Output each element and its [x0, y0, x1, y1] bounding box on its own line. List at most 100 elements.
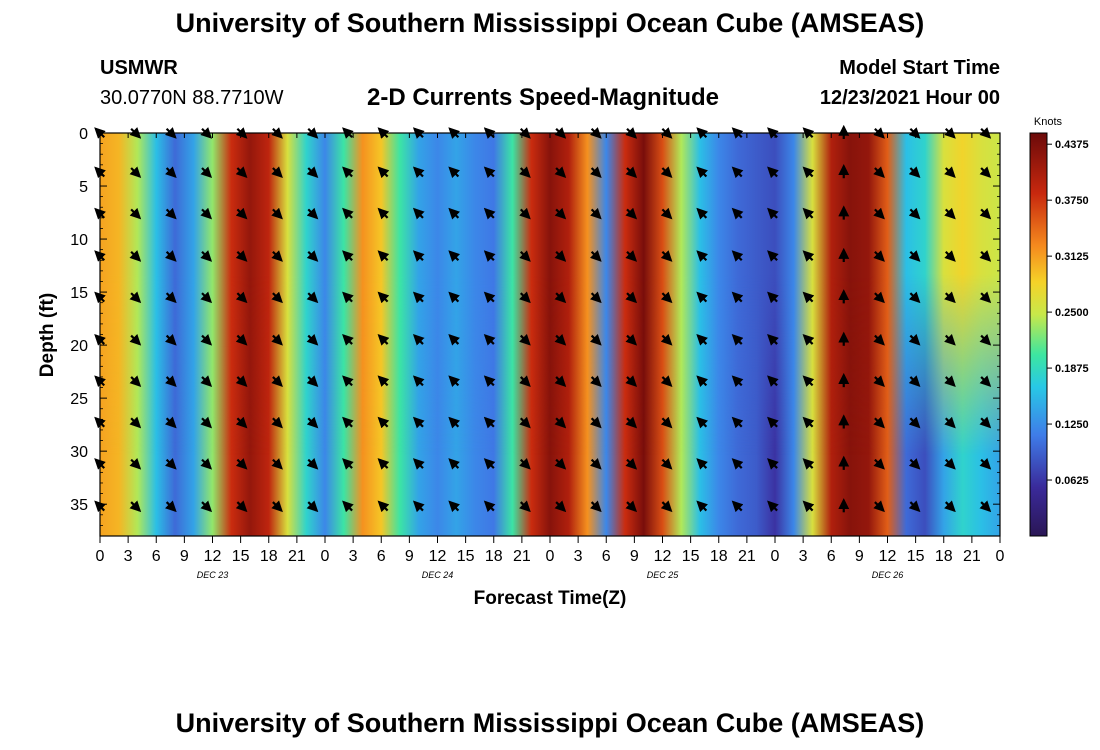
current-arrow: [625, 375, 638, 387]
chart-title: University of Southern Mississippi Ocean…: [175, 8, 925, 38]
current-arrow: [483, 334, 496, 346]
current-arrow: [873, 291, 885, 304]
current-arrow: [873, 416, 885, 429]
current-arrow: [448, 250, 460, 262]
current-arrow: [200, 291, 213, 304]
current-arrow: [519, 250, 531, 262]
current-arrow: [342, 458, 354, 470]
day-label: DEC 26: [872, 570, 904, 580]
x-tick-label: 15: [232, 548, 250, 565]
current-arrow: [944, 166, 956, 179]
current-arrow: [377, 250, 390, 262]
current-arrow: [944, 333, 956, 346]
x-tick-label: 18: [485, 548, 503, 565]
current-arrow: [519, 207, 531, 220]
x-tick-label: 12: [204, 548, 222, 565]
current-arrow: [731, 291, 744, 304]
current-arrow: [448, 500, 460, 513]
current-arrow: [802, 416, 815, 429]
current-arrow: [200, 375, 213, 387]
current-arrow: [271, 250, 283, 262]
current-arrow: [944, 458, 956, 470]
current-arrow: [129, 166, 142, 179]
y-tick-label: 35: [70, 497, 88, 514]
current-arrow: [873, 458, 885, 470]
current-arrow: [767, 416, 779, 429]
current-arrow: [625, 416, 638, 429]
current-arrow: [908, 250, 921, 262]
current-arrow: [483, 291, 496, 304]
current-arrow: [377, 334, 390, 346]
current-arrow: [519, 500, 531, 513]
current-arrow: [200, 207, 213, 220]
current-arrow: [625, 458, 638, 470]
current-arrow: [483, 375, 496, 388]
current-arrow: [802, 166, 815, 179]
current-arrow: [200, 250, 213, 262]
current-arrow: [483, 166, 496, 179]
current-arrow: [448, 416, 460, 429]
current-arrow: [731, 375, 744, 388]
current-arrow: [731, 334, 744, 346]
current-arrow: [519, 291, 531, 304]
current-arrow: [908, 458, 921, 470]
current-arrow: [979, 291, 992, 304]
current-arrow: [377, 207, 390, 220]
x-tick-label: 12: [654, 548, 672, 565]
colorbar-tick-label: 0.1875: [1055, 363, 1089, 375]
current-arrow: [554, 458, 567, 470]
current-arrow: [235, 291, 248, 304]
x-tick-label: 21: [288, 548, 306, 565]
current-arrow: [802, 291, 815, 304]
current-arrow: [802, 500, 815, 513]
x-tick-label: 6: [152, 548, 161, 565]
current-arrow: [660, 500, 673, 513]
x-tick-label: 21: [738, 548, 756, 565]
current-arrow: [696, 458, 708, 470]
current-arrow: [412, 291, 425, 304]
current-arrow: [412, 166, 425, 179]
current-arrow: [271, 375, 283, 387]
current-arrow: [908, 207, 921, 220]
current-arrow: [519, 458, 531, 470]
current-arrow: [342, 250, 354, 262]
current-arrow: [767, 207, 779, 220]
current-arrow: [696, 207, 708, 220]
current-arrow: [767, 458, 779, 470]
station-name: USMWR: [100, 57, 178, 79]
current-arrow: [448, 334, 460, 346]
current-arrow: [129, 416, 142, 429]
current-arrow: [554, 166, 567, 179]
current-arrow: [165, 458, 177, 470]
y-axis-label: Depth (ft): [37, 293, 58, 377]
current-arrow: [731, 166, 744, 179]
current-arrow: [519, 416, 531, 429]
current-arrow: [271, 207, 283, 220]
current-arrow: [554, 375, 567, 387]
current-arrow: [165, 416, 177, 429]
current-arrow: [377, 375, 390, 388]
current-arrow: [767, 291, 779, 304]
model-start-value: 12/23/2021 Hour 00: [819, 87, 1000, 109]
current-arrow: [448, 291, 460, 304]
current-arrow: [165, 375, 177, 387]
x-tick-label: 0: [996, 548, 1005, 565]
current-arrow: [590, 207, 602, 220]
current-arrow: [554, 291, 567, 304]
current-arrow: [660, 375, 673, 387]
current-arrow: [590, 458, 602, 470]
current-arrow: [483, 458, 496, 470]
current-arrow: [908, 333, 921, 346]
x-tick-label: 18: [260, 548, 278, 565]
current-arrow: [873, 207, 885, 220]
day-label: DEC 25: [647, 570, 680, 580]
current-arrow: [767, 166, 779, 179]
current-arrow: [696, 250, 708, 262]
current-arrow: [377, 166, 390, 179]
current-arrow: [306, 250, 319, 262]
current-arrow: [165, 500, 177, 513]
current-arrow: [554, 250, 567, 262]
x-tick-label: 6: [377, 548, 386, 565]
x-tick-label: 6: [827, 548, 836, 565]
